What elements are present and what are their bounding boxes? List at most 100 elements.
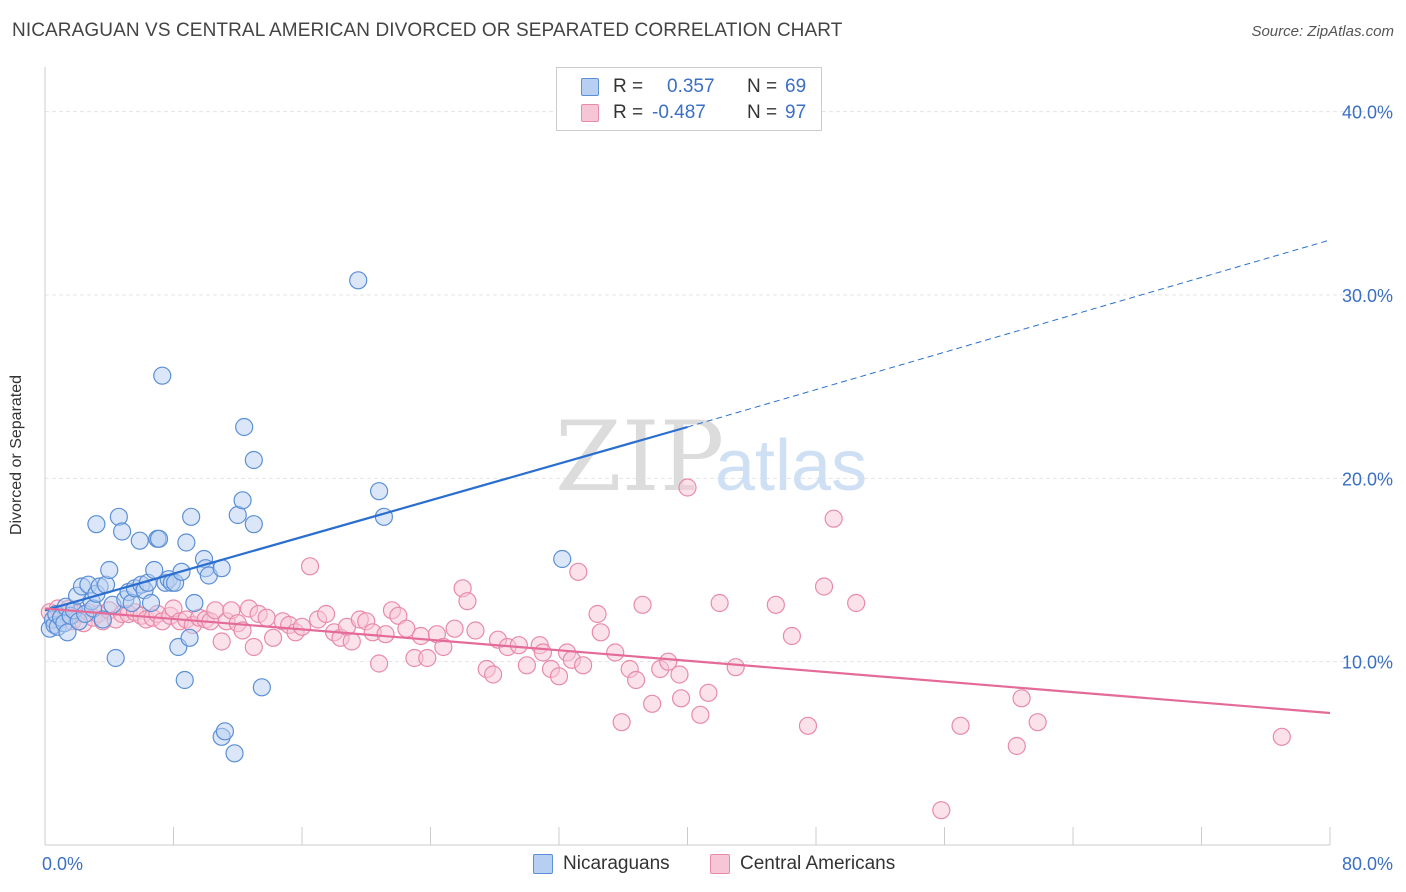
nicaraguan-point [235,417,254,437]
central-american-point [389,606,408,625]
central-american-point [824,509,843,528]
x-tick-label: 80.0% [1342,854,1393,874]
nicaraguan-point [149,529,169,548]
central-american-point [509,636,528,655]
central-american-point [212,632,231,651]
central-american-point [573,656,593,675]
correlation-legend: R = 0.357 N = 69 R = -0.487 N = 97 [556,67,822,131]
central-american-point [233,621,252,640]
legend-row-central-americans: R = -0.487 N = 97 [581,101,806,125]
legend-swatch-blue [533,854,553,874]
central-american-point [782,626,802,646]
legend-label-central-americans: Central Americans [740,853,896,874]
nicaraguan-point [175,670,194,690]
central-american-point [244,637,263,657]
legend-label-nicaraguans: Nicaraguans [563,853,670,874]
nicaraguan-point [553,549,572,569]
central-american-point [316,604,336,624]
central-american-point [643,694,662,713]
y-tick-label: 40.0% [1342,103,1393,123]
central-american-point [670,665,689,684]
central-american-point [606,643,625,662]
central-american-point [370,654,389,673]
nicaraguan-point [109,507,128,526]
nicaraguan-point [185,593,204,613]
central-american-point [699,683,718,702]
legend-row-nicaraguans: R = 0.357 N = 69 [581,75,806,99]
central-american-point [434,637,453,657]
central-american-point [418,648,437,668]
nicaraguan-trend-line [44,425,688,612]
legend-r-value: -0.487 [652,102,706,123]
central-american-point [1007,736,1026,756]
legend-swatch-blue [581,78,599,96]
nicaraguan-point [252,678,271,697]
central-american-point [798,716,818,735]
nicaraguan-point [370,482,389,501]
y-tick-label: 10.0% [1342,653,1393,673]
central-american-point [678,478,697,497]
nicaraguan-point [244,515,263,534]
y-tick-label: 20.0% [1342,469,1393,489]
legend-r-label: R = [613,102,644,123]
nicaraguan-point [177,533,196,552]
nicaraguan-point [233,491,252,510]
legend-n-value: 69 [785,76,807,97]
nicaraguan-point [93,610,112,629]
central-american-point [549,667,569,686]
central-american-point [591,623,610,642]
nicaraguan-point [182,507,201,526]
x-tick-label: 0.0% [42,854,83,874]
legend-swatch-pink [710,854,730,874]
central-american-point [671,689,691,708]
central-american-point [445,619,464,638]
central-american-point [691,705,710,724]
legend-r-label: R = [613,76,644,97]
central-american-point [612,713,631,732]
legend-n-label: N = [747,76,778,97]
nicaraguan-point [215,722,234,741]
central-american-point [533,643,553,662]
central-american-point [263,628,283,647]
nicaraguan-point [349,271,368,290]
central-american-point [588,604,607,624]
source-label: Source: ZipAtlas.com [1251,23,1394,40]
nicaraguan-point [122,593,141,613]
legend-swatch-pink [581,104,599,122]
central-american-point [932,801,951,820]
central-american-point [951,716,970,735]
central-american-point [847,593,866,613]
central-american-point [1272,727,1291,746]
legend-item-nicaraguans: Nicaraguans [533,853,670,875]
central-american-point [411,626,430,646]
central-american-point [376,625,395,644]
central-american-point [1028,713,1047,732]
legend-n-value: 97 [785,102,807,123]
watermark-atlas: atlas [715,426,867,506]
central-american-point [1012,689,1031,708]
nicaraguan-point [244,450,263,470]
nicaraguan-point [112,522,132,541]
central-american-point [342,632,361,651]
central-american-point [766,595,785,614]
nicaraguan-point [130,531,149,550]
y-tick-label: 30.0% [1342,286,1393,306]
central-american-point [726,658,745,677]
nicaraguan-point [180,628,199,647]
legend-n-label: N = [747,102,778,123]
central-american-trend-line [44,607,1331,715]
nicaraguan-point [87,515,106,534]
chart-title: NICARAGUAN VS CENTRAL AMERICAN DIVORCED … [12,20,843,41]
central-american-point [814,577,834,596]
central-american-point [626,670,646,690]
central-american-point [458,592,477,611]
nicaraguan-point [106,648,125,668]
central-american-point [633,595,652,614]
central-american-point [517,656,536,675]
central-american-point [257,608,276,627]
nicaraguan-trend-extension [687,239,1331,428]
central-american-point [710,593,729,613]
nicaraguan-point [100,560,119,580]
nicaraguan-point [225,744,244,763]
nicaraguan-point [141,593,161,613]
